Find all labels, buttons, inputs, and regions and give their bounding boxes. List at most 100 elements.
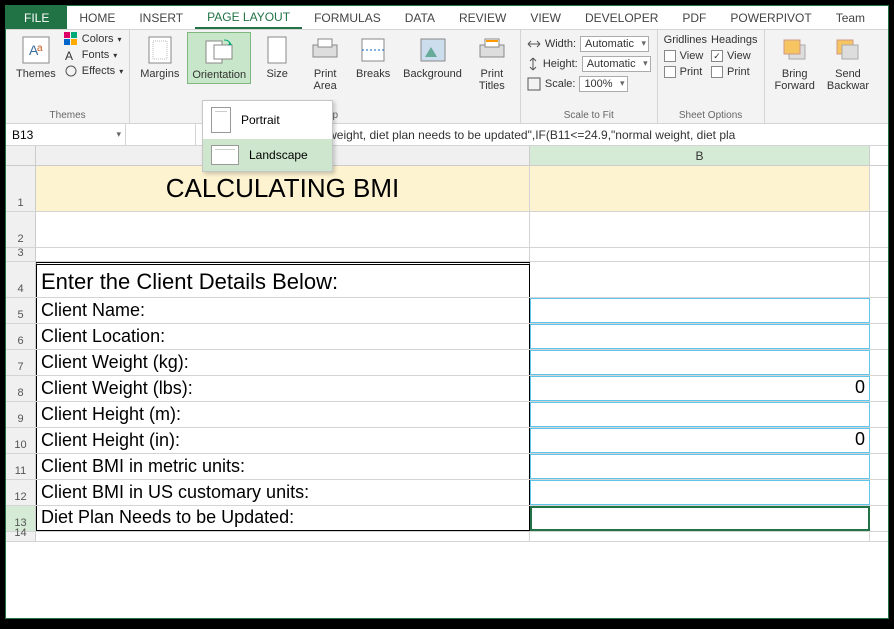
print-area-button[interactable]: Print Area (303, 32, 347, 94)
cell-B4[interactable] (530, 262, 870, 297)
size-button[interactable]: Size (255, 32, 299, 82)
cell-A11[interactable]: Client BMI in metric units: (36, 454, 530, 479)
background-label: Background (403, 68, 462, 80)
breaks-icon (357, 34, 389, 66)
cell-B12[interactable] (530, 480, 870, 505)
send-backward-button[interactable]: Send Backwar (823, 32, 873, 94)
row-header-11[interactable]: 11 (6, 454, 36, 479)
checkbox-icon: ✓ (711, 50, 723, 62)
cell-B3[interactable] (530, 248, 870, 261)
orientation-button[interactable]: Orientation (187, 32, 251, 84)
tab-home[interactable]: HOME (67, 6, 127, 29)
tab-insert[interactable]: INSERT (127, 6, 195, 29)
colors-icon (64, 32, 78, 46)
col-header-B[interactable]: B (530, 146, 870, 165)
row-header-8[interactable]: 8 (6, 376, 36, 401)
row-header-7[interactable]: 7 (6, 350, 36, 375)
cell-B9[interactable] (530, 402, 870, 427)
print-area-label: Print Area (314, 68, 337, 92)
cell-B2[interactable] (530, 212, 870, 247)
cell-A6[interactable]: Client Location: (36, 324, 530, 349)
fonts-button[interactable]: AFonts▾ (64, 48, 123, 62)
gridlines-view-check[interactable]: View (664, 50, 707, 62)
scale-combo[interactable]: 100% (579, 76, 627, 92)
scale-label: Scale: (545, 78, 576, 90)
tab-team[interactable]: Team (824, 6, 877, 29)
orientation-portrait[interactable]: Portrait (203, 101, 332, 139)
background-button[interactable]: Background (399, 32, 466, 82)
formula-bar: B13 fx =IF(B11<18.5,"underweight, diet p… (6, 124, 888, 146)
gridlines-print-check[interactable]: Print (664, 66, 707, 78)
cell-A10[interactable]: Client Height (in): (36, 428, 530, 453)
cell-B10[interactable]: 0 (530, 428, 870, 453)
cell-A3[interactable] (36, 248, 530, 261)
bring-forward-button[interactable]: Bring Forward (771, 32, 819, 94)
breaks-button[interactable]: Breaks (351, 32, 395, 82)
row-header-12[interactable]: 12 (6, 480, 36, 505)
themes-button[interactable]: Aa Themes (12, 32, 60, 82)
tab-file[interactable]: FILE (6, 6, 67, 29)
height-label: Height: (543, 58, 578, 70)
cell-A13[interactable]: Diet Plan Needs to be Updated: (36, 506, 530, 531)
height-combo[interactable]: Automatic (582, 56, 651, 72)
tab-page-layout[interactable]: PAGE LAYOUT (195, 6, 302, 29)
row-header-2[interactable]: 2 (6, 212, 36, 247)
cell-A9[interactable]: Client Height (m): (36, 402, 530, 427)
cell-A1[interactable]: CALCULATING BMI (36, 166, 530, 211)
gridlines-heading: Gridlines (664, 34, 707, 46)
colors-button[interactable]: Colors▾ (64, 32, 123, 46)
tab-formulas[interactable]: FORMULAS (302, 6, 393, 29)
tab-powerpivot[interactable]: POWERPIVOT (718, 6, 823, 29)
print-titles-button[interactable]: Print Titles (470, 32, 514, 94)
cell-B5[interactable] (530, 298, 870, 323)
cell-B11[interactable] (530, 454, 870, 479)
row-header-6[interactable]: 6 (6, 324, 36, 349)
ribbon: Aa Themes Colors▾ AFonts▾ Effects▾ Theme… (6, 30, 888, 124)
cell-A5[interactable]: Client Name: (36, 298, 530, 323)
themes-label: Themes (16, 68, 56, 80)
worksheet: A B 1 CALCULATING BMI 2 3 4 Enter the Cl… (6, 146, 888, 618)
cell-B13[interactable] (530, 506, 870, 531)
name-box[interactable]: B13 (6, 124, 126, 145)
tab-review[interactable]: REVIEW (447, 6, 518, 29)
tab-developer[interactable]: DEVELOPER (573, 6, 670, 29)
cell-A8[interactable]: Client Weight (lbs): (36, 376, 530, 401)
select-all-corner[interactable] (6, 146, 36, 165)
row-header-1[interactable]: 1 (6, 166, 36, 211)
tab-view[interactable]: VIEW (518, 6, 573, 29)
row-header-9[interactable]: 9 (6, 402, 36, 427)
headings-view-check[interactable]: ✓View (711, 50, 757, 62)
print-area-icon (309, 34, 341, 66)
themes-icon: Aa (20, 34, 52, 66)
tab-pdf[interactable]: PDF (670, 6, 718, 29)
cell-A14[interactable] (36, 532, 530, 541)
width-combo[interactable]: Automatic (580, 36, 649, 52)
margins-button[interactable]: Margins (136, 32, 183, 82)
effects-button[interactable]: Effects▾ (64, 64, 123, 78)
row-header-14[interactable]: 14 (6, 532, 36, 541)
cell-B7[interactable] (530, 350, 870, 375)
gridlines-view-label: View (680, 50, 704, 62)
cell-B8[interactable]: 0 (530, 376, 870, 401)
row-header-10[interactable]: 10 (6, 428, 36, 453)
cell-B14[interactable] (530, 532, 870, 541)
scale-icon (527, 77, 541, 91)
row-header-5[interactable]: 5 (6, 298, 36, 323)
ribbon-tabs: FILE HOME INSERT PAGE LAYOUT FORMULAS DA… (6, 6, 888, 30)
portrait-label: Portrait (241, 113, 280, 127)
landscape-label: Landscape (249, 148, 308, 162)
size-label: Size (266, 68, 287, 80)
cell-B6[interactable] (530, 324, 870, 349)
cell-B1[interactable] (530, 166, 870, 211)
row-header-3[interactable]: 3 (6, 248, 36, 261)
cell-A7[interactable]: Client Weight (kg): (36, 350, 530, 375)
cell-A2[interactable] (36, 212, 530, 247)
cell-A12[interactable]: Client BMI in US customary units: (36, 480, 530, 505)
tab-data[interactable]: DATA (393, 6, 447, 29)
headings-print-check[interactable]: Print (711, 66, 757, 78)
cell-A4[interactable]: Enter the Client Details Below: (36, 262, 530, 297)
orientation-dropdown: Portrait Landscape (202, 100, 333, 172)
group-arrange: Bring Forward Send Backwar (765, 30, 880, 123)
row-header-4[interactable]: 4 (6, 262, 36, 297)
orientation-landscape[interactable]: Landscape (203, 139, 332, 171)
